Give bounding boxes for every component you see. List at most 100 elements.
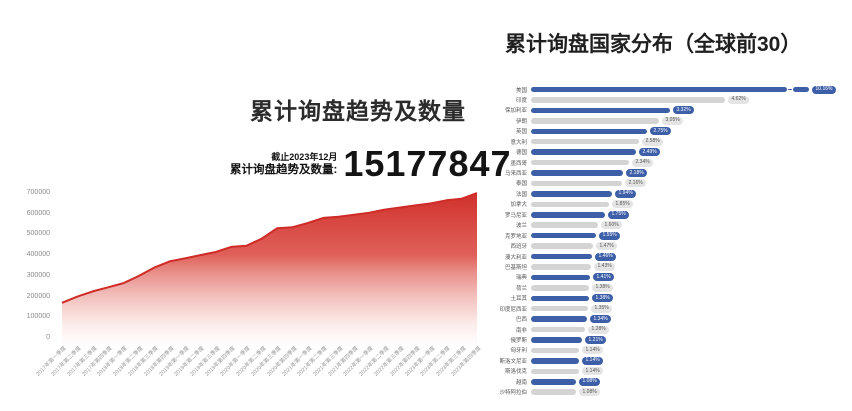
trend-y-axis: 0 100000 200000 300000 400000 500000 600000 700… [10, 186, 50, 366]
country-bar-row: 马来西亚 2.18% [487, 169, 852, 178]
country-bar-row: 沙特阿拉伯 1.08% [487, 388, 852, 397]
trend-area-chart [55, 186, 485, 366]
country-bar-row: 南非 1.28% [487, 325, 852, 334]
country-bar [531, 305, 588, 312]
country-bar-row: 伊朗 3.05% [487, 116, 852, 125]
percentage-pill: 3.05% [662, 116, 684, 125]
percentage-pill: 1.14% [582, 346, 604, 355]
country-bar-row: 西班牙 1.47% [487, 242, 852, 251]
percentage-pill: 10.16% [812, 85, 836, 94]
country-bar-row: 印度尼西亚 1.35% [487, 304, 852, 313]
country-name-label: 荷兰 [515, 285, 527, 292]
country-bar [531, 201, 609, 208]
country-chart-title: 累计询盘国家分布（全球前30） [505, 33, 802, 56]
country-name-label: 瑞典 [515, 275, 527, 282]
country-name-label: 英国 [515, 129, 527, 136]
country-bar-track: 10.16% [531, 85, 852, 94]
trend-stat-captions: 截止2023年12月 累计询盘趋势及数量: [230, 152, 337, 181]
country-bar [531, 337, 582, 343]
country-bar-row: 墨西哥 2.34% [487, 158, 852, 167]
country-bar-track: 3.05% [531, 116, 852, 125]
country-bar-track: 1.46% [531, 252, 852, 261]
percentage-pill: 1.38% [592, 283, 614, 292]
country-bar [531, 138, 639, 145]
country-bar-row: 斯洛文尼亚 1.14% [487, 356, 852, 365]
percentage-pill: 1.47% [596, 242, 618, 251]
country-name-label: 法国 [515, 191, 527, 198]
axis-break [787, 87, 793, 93]
trend-y-tick-label: 100000 [26, 313, 50, 321]
country-bar-track: 1.55% [531, 231, 852, 240]
country-bar [531, 222, 598, 228]
percentage-pill: 1.14% [582, 367, 604, 376]
country-bar [531, 170, 623, 176]
percentage-pill: 1.43% [594, 262, 616, 271]
country-name-label: 德国 [515, 150, 527, 157]
country-name-label: 印度 [515, 97, 527, 104]
country-bar [531, 316, 587, 322]
country-bar-track: 2.16% [531, 179, 852, 188]
country-bar [531, 389, 576, 395]
country-name-label: 意大利 [510, 139, 527, 146]
country-bar-row: 美国 10.16% [487, 85, 852, 94]
country-bar-track: 1.38% [531, 283, 852, 292]
country-bar-row: 德国 2.49% [487, 148, 852, 157]
percentage-pill: 2.16% [625, 179, 647, 188]
country-bar-track: 1.34% [531, 315, 852, 324]
country-bar-track: 2.75% [531, 127, 852, 136]
country-bar-row: 法国 1.94% [487, 189, 852, 198]
stat-date-caption: 截止2023年12月 [271, 151, 338, 162]
country-name-label: 克罗地亚 [504, 233, 527, 240]
country-bar-row: 巴西 1.34% [487, 315, 852, 324]
country-bar [531, 128, 647, 134]
country-bar-row: 克罗地亚 1.55% [487, 231, 852, 240]
country-bar [531, 180, 622, 187]
stat-total-value: 15177847 [343, 143, 512, 184]
country-name-label: 沙特阿拉伯 [499, 390, 527, 397]
trend-y-tick-label: 500000 [26, 230, 50, 238]
country-name-label: 南非 [515, 327, 527, 334]
percentage-pill: 3.32% [673, 106, 695, 115]
country-bar [531, 97, 725, 103]
country-bar-track: 1.28% [531, 325, 852, 334]
country-bar-track: 1.47% [531, 242, 852, 251]
country-bar [531, 274, 590, 281]
country-name-label: 加拿大 [510, 202, 527, 209]
country-name-label: 罗马尼亚 [504, 212, 527, 219]
trend-y-tick-label: 400000 [26, 251, 50, 259]
country-bar-track: 1.41% [531, 273, 852, 282]
country-bar [531, 118, 659, 124]
trend-line [61, 192, 478, 304]
trend-y-tick-label: 200000 [26, 292, 50, 300]
percentage-pill: 1.08% [579, 377, 601, 386]
trend-area-svg [61, 192, 478, 356]
country-bar [531, 368, 579, 375]
country-name-label: 墨西哥 [510, 160, 527, 167]
stat-label: 累计询盘趋势及数量: [230, 164, 338, 177]
percentage-pill: 1.55% [599, 231, 621, 240]
trend-y-tick-label: 700000 [26, 189, 50, 196]
country-bar [531, 243, 593, 249]
country-name-label: 俄罗斯 [510, 338, 527, 344]
country-bar-track: 2.18% [531, 169, 852, 177]
country-bar-track: 1.14% [531, 356, 852, 365]
country-name-label: 土耳其 [510, 296, 527, 303]
percentage-pill: 2.34% [632, 158, 654, 167]
country-name-label: 泰国 [515, 181, 527, 188]
country-bar-chart: 美国 10.16% 印度 4.62% 保加利亚 3.32% 伊朗 3.05% 英国 2.75% 意大… [487, 85, 852, 397]
country-bar-row: 斯洛伐克 1.14% [487, 367, 852, 376]
percentage-pill: 2.58% [642, 137, 664, 146]
country-name-label: 澳大利亚 [504, 254, 527, 261]
country-bar [531, 232, 596, 239]
country-bar-track: 1.08% [531, 377, 852, 386]
country-bar [531, 347, 579, 354]
trend-x-axis: 2017年第一季度 2017年第二季度 2017年第三季度 2017年第四季度 2018… [35, 186, 485, 411]
country-bar-track: 1.85% [531, 200, 852, 209]
country-bar-row: 匈牙利 1.14% [487, 346, 852, 355]
country-bar [531, 379, 576, 385]
country-bar-track: 1.75% [531, 210, 852, 219]
country-bar-track: 1.60% [531, 221, 852, 230]
trend-y-tick-label: 600000 [26, 209, 50, 217]
percentage-pill: 1.14% [582, 356, 604, 365]
